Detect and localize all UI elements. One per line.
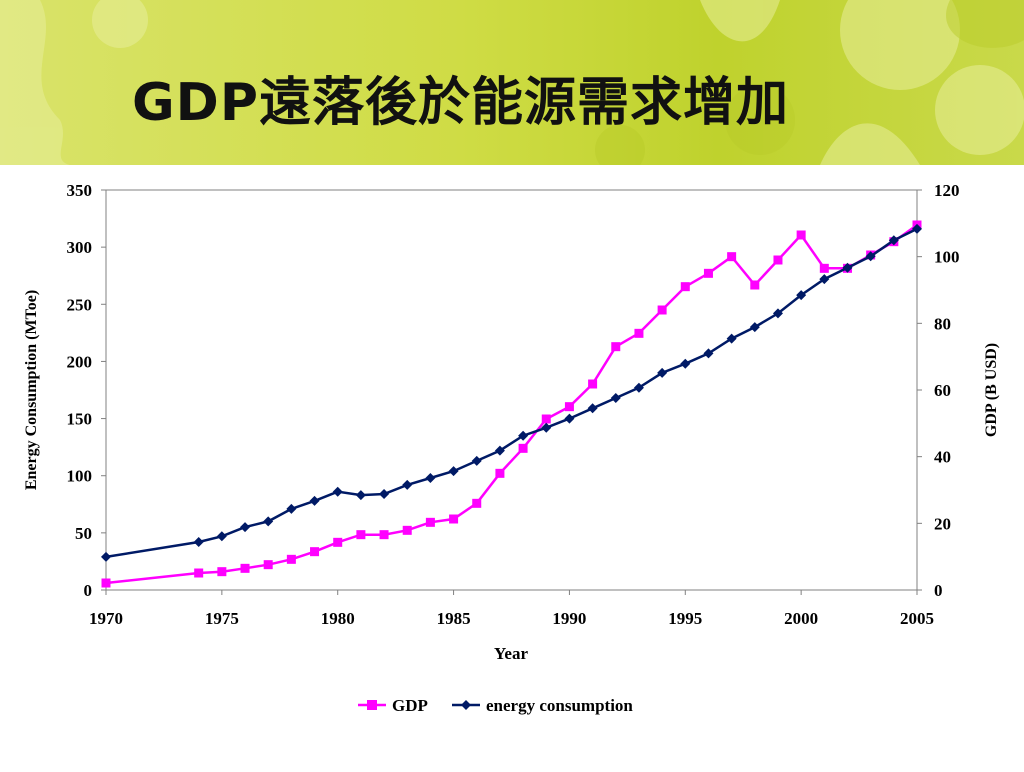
gdp-point bbox=[240, 563, 250, 573]
gdp-point bbox=[495, 468, 505, 478]
gdp-point bbox=[472, 498, 482, 508]
energy-consumption-point bbox=[796, 290, 807, 301]
x-tick-label: 1995 bbox=[668, 609, 702, 628]
gdp-point bbox=[611, 342, 621, 352]
y-right-tick-label: 60 bbox=[934, 381, 951, 400]
energy-consumption-point bbox=[587, 403, 598, 414]
gdp-point bbox=[750, 280, 760, 290]
legend-gdp-label: GDP bbox=[392, 696, 428, 715]
gdp-point bbox=[263, 560, 273, 570]
energy-consumption-point bbox=[240, 522, 251, 533]
energy-consumption-point bbox=[101, 551, 111, 562]
chart-area: 0 50 100 150 200 250 300 350 0 20 40 60 80 100 120 19… bbox=[0, 165, 1024, 768]
energy-consumption-point bbox=[471, 455, 482, 466]
legend-energy-label: energy consumption bbox=[486, 696, 633, 715]
energy-consumption-point bbox=[703, 348, 714, 359]
gdp-point bbox=[657, 305, 667, 315]
x-tick-label: 1975 bbox=[205, 609, 239, 628]
gdp-point bbox=[286, 554, 296, 564]
energy-consumption-point bbox=[749, 322, 760, 333]
gdp-point bbox=[703, 268, 713, 278]
energy-consumption-point bbox=[332, 486, 343, 497]
gdp-point bbox=[217, 567, 227, 577]
gdp-point bbox=[680, 282, 690, 292]
gdp-point bbox=[727, 252, 737, 262]
y-left-tick-label: 200 bbox=[67, 352, 93, 371]
legend-energy-swatch-marker bbox=[461, 700, 471, 710]
energy-consumption-point bbox=[680, 358, 691, 369]
gdp-point bbox=[634, 328, 644, 338]
energy-consumption-point bbox=[355, 490, 366, 501]
gdp-point bbox=[773, 255, 783, 265]
y-right-tick-label: 80 bbox=[934, 314, 951, 333]
gdp-point bbox=[449, 514, 459, 524]
y-right-tick-label: 20 bbox=[934, 514, 951, 533]
gdp-point bbox=[310, 547, 320, 557]
energy-consumption-point bbox=[610, 393, 621, 403]
energy-consumption-point bbox=[448, 466, 459, 477]
gdp-point bbox=[796, 230, 806, 240]
gdp-point bbox=[333, 537, 343, 547]
y-left-tick-label: 350 bbox=[67, 181, 93, 200]
y-left-tick-label: 0 bbox=[84, 581, 93, 600]
y-left-tick-label: 150 bbox=[67, 410, 93, 429]
y-axis-label-right: GDP (B USD) bbox=[983, 343, 1000, 437]
energy-consumption-point bbox=[425, 473, 436, 483]
energy-consumption-point bbox=[819, 274, 830, 285]
energy-consumption-point bbox=[309, 495, 320, 506]
gdp-point bbox=[518, 443, 528, 453]
energy-consumption-point bbox=[842, 262, 853, 273]
gdp-point bbox=[356, 530, 366, 540]
energy-consumption-point bbox=[888, 235, 899, 246]
energy-consumption-point bbox=[633, 382, 644, 393]
x-axis-label: Year bbox=[494, 644, 528, 663]
energy-consumption-point bbox=[263, 516, 274, 527]
gdp-point bbox=[194, 568, 204, 578]
y-right-tick-label: 40 bbox=[934, 448, 951, 467]
y-right-tick-label: 0 bbox=[934, 581, 943, 600]
x-tick-label: 2000 bbox=[784, 609, 818, 628]
gdp-point bbox=[402, 525, 412, 535]
y-left-tick-label: 250 bbox=[67, 295, 93, 314]
y-left-tick-label: 50 bbox=[75, 524, 92, 543]
y-right-tick-label: 100 bbox=[934, 248, 960, 267]
x-tick-label: 1990 bbox=[552, 609, 586, 628]
energy-consumption-point bbox=[865, 251, 876, 262]
gdp-point bbox=[379, 530, 389, 540]
energy-consumption-point bbox=[193, 537, 204, 547]
gdp-point bbox=[588, 379, 598, 389]
x-tick-label: 1970 bbox=[89, 609, 123, 628]
title-banner: GDP遠落後於能源需求增加 bbox=[0, 0, 1024, 165]
energy-consumption-point bbox=[402, 479, 413, 490]
energy-consumption-point bbox=[772, 308, 783, 319]
y-left-tick-label: 100 bbox=[67, 467, 93, 486]
energy-consumption-point bbox=[494, 445, 505, 456]
x-tick-label: 1985 bbox=[437, 609, 471, 628]
energy-consumption-point bbox=[541, 422, 552, 433]
energy-consumption-point bbox=[379, 489, 390, 499]
gdp-point bbox=[425, 517, 435, 527]
y-right-tick-label: 120 bbox=[934, 181, 960, 200]
plot-area bbox=[105, 189, 918, 591]
x-tick-label: 1980 bbox=[321, 609, 355, 628]
x-tick-label: 2005 bbox=[900, 609, 934, 628]
dual-axis-line-chart: 0 50 100 150 200 250 300 350 0 20 40 60 80 100 120 19… bbox=[23, 181, 1000, 715]
y-axis-label-left: Energy Consumption (MToe) bbox=[23, 290, 40, 490]
y-left-tick-label: 300 bbox=[67, 238, 93, 257]
energy-consumption-point bbox=[657, 367, 668, 378]
slide-title: GDP遠落後於能源需求增加 bbox=[132, 73, 789, 133]
gdp-point bbox=[564, 402, 574, 412]
banner-foliage-decoration bbox=[0, 0, 1024, 165]
gdp-point bbox=[541, 414, 551, 424]
legend: GDP energy consumption bbox=[358, 696, 633, 715]
energy-consumption-point bbox=[912, 223, 922, 234]
energy-consumption-point bbox=[286, 503, 297, 514]
energy-consumption-point bbox=[216, 531, 227, 542]
gdp-point bbox=[101, 578, 111, 588]
energy-consumption-point bbox=[726, 333, 737, 344]
legend-gdp-swatch-marker bbox=[367, 700, 377, 710]
energy-consumption-point bbox=[518, 430, 529, 441]
energy-consumption-point bbox=[564, 413, 575, 424]
gdp-point bbox=[819, 263, 829, 273]
